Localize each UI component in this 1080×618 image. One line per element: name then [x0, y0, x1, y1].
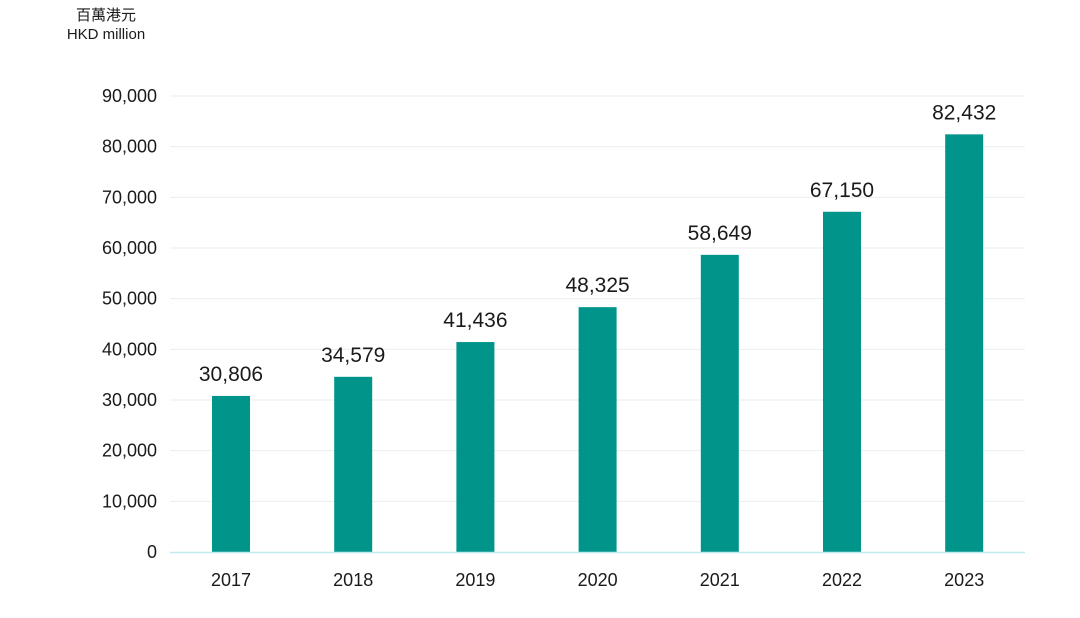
y-tick-label: 40,000 [102, 339, 157, 359]
y-tick-label: 70,000 [102, 187, 157, 207]
x-tick-label-2019: 2019 [455, 570, 495, 590]
data-label-2023: 82,432 [932, 101, 996, 124]
y-tick-label: 50,000 [102, 289, 157, 309]
data-label-2017: 30,806 [199, 363, 263, 386]
gridlines [170, 95, 1025, 502]
data-labels: 30,806 34,579 41,436 48,325 58,649 67,150 82,4… [199, 101, 996, 386]
unit-label-english: HKD million [66, 26, 146, 43]
y-tick-label: 30,000 [102, 390, 157, 410]
bar-2019 [456, 342, 495, 552]
x-tick-label-2023: 2023 [944, 570, 984, 590]
y-tick-label: 10,000 [102, 491, 157, 511]
unit-label: 百萬港元 HKD million [40, 6, 172, 44]
x-tick-label-2021: 2021 [700, 570, 740, 590]
x-axis-ticks: 2017 2018 2019 2020 2021 2022 2023 [211, 570, 984, 590]
bar-2017 [212, 395, 250, 552]
y-tick-label: 0 [147, 542, 157, 562]
y-tick-label: 90,000 [102, 86, 157, 106]
x-tick-label-2020: 2020 [578, 570, 618, 590]
bar-2021 [700, 254, 739, 552]
bars [212, 134, 984, 553]
y-axis-ticks: 0 10,000 20,000 30,000 40,000 50,000 60,000 70,… [102, 86, 157, 562]
bar-2018 [334, 376, 373, 552]
x-tick-label-2018: 2018 [333, 570, 373, 590]
bar-2022 [823, 211, 861, 553]
x-tick-label-2017: 2017 [211, 570, 251, 590]
x-tick-label-2022: 2022 [822, 570, 862, 590]
y-tick-label: 20,000 [102, 441, 157, 461]
data-label-2019: 41,436 [443, 309, 507, 332]
data-label-2018: 34,579 [321, 344, 385, 367]
y-tick-label: 80,000 [102, 137, 157, 157]
unit-label-chinese: 百萬港元 [75, 7, 136, 24]
data-label-2022: 67,150 [810, 179, 874, 202]
data-label-2020: 48,325 [565, 274, 629, 297]
y-tick-label: 60,000 [102, 238, 157, 258]
bar-2023 [945, 134, 984, 552]
bar-2020 [578, 307, 617, 552]
data-label-2021: 58,649 [688, 222, 752, 245]
